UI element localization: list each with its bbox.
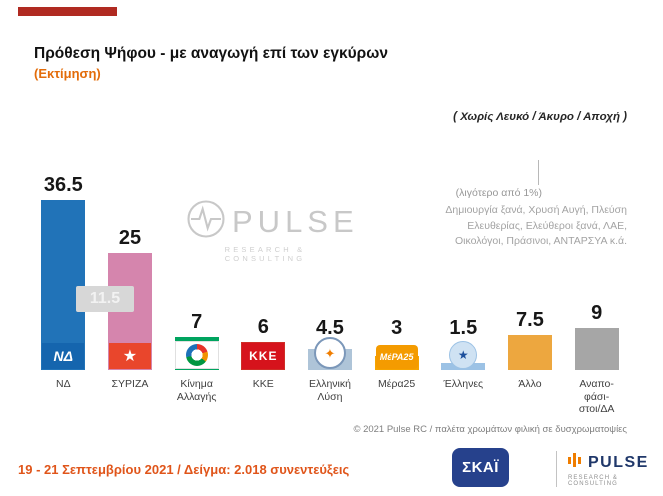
footer-divider [556, 451, 557, 487]
bar-value-label: 4.5 [316, 317, 344, 339]
bar-category-label: ΚΚΕ [252, 378, 274, 390]
lead-difference-badge: 11.5 [76, 286, 134, 312]
small-parties-title: (λιγότερο από 1%) [455, 187, 542, 199]
party-logo-kke: ΚΚΕ [242, 343, 285, 369]
party-logo-mera25: ΜέΡΑ25 [375, 345, 418, 369]
pulse-circle-icon [186, 199, 226, 244]
pulse-logo: PULSE RESEARCH & CONSULTING [568, 451, 658, 487]
bar-column-9: 9 Αναπο- φάσι- στοι/ΔΑ [563, 140, 630, 415]
bar-column-2: 25 ★ ΣΥΡΙΖΑ [97, 140, 164, 414]
party-logo-syriza: ★ [108, 343, 151, 369]
small-parties-list: Δημιουργία ξανά, Χρυσή Αυγή, Πλεύση Ελευθ… [445, 203, 627, 250]
bar-value-label: 7 [191, 311, 203, 333]
page-title: Πρόθεση Ψήφου - με αναγωγή επί των εγκύρ… [34, 45, 388, 62]
subtitle-estimate: (Εκτίμηση) [34, 66, 101, 81]
bar-value-label: 1.5 [449, 317, 478, 339]
small-parties-line: Ελευθερίας, Ελεύθεροι ξανά, ΛΑΕ, [467, 219, 627, 232]
bar-column-5: 4.5 ✦ Ελληνική Λύση [297, 140, 364, 414]
kinal-ring-icon [185, 344, 208, 366]
bar-value-label: 9 [591, 302, 603, 324]
bar-9 [574, 328, 619, 370]
bar-chart: 36.5 ΝΔ ΝΔ 25 ★ ΣΥΡΙΖΑ 7 Κίνημα Αλλαγής 6 ΚΚΕ ΚΚΕ 4… [30, 140, 630, 415]
bar-value-label: 3 [391, 317, 403, 339]
bar-value-label: 7.5 [516, 309, 544, 331]
bar-category-label: Μέρα25 [378, 378, 416, 390]
watermark-tagline: RESEARCH & CONSULTING [224, 245, 306, 263]
bar-category-label: Ελληνική Λύση [308, 378, 351, 403]
exclusion-note: ( Χωρίς Λευκό / Άκυρο / Αποχή ) [453, 111, 627, 123]
small-parties-line: Οικολόγοι, Πράσινοι, ΑΝΤΑΡΣΥΑ κ.ά. [454, 235, 627, 247]
bar-value-label: 36.5 [43, 174, 83, 196]
pulse-logo-text: PULSE [588, 453, 649, 471]
pulse-logo-tagline: RESEARCH & CONSULTING [568, 475, 619, 487]
pulse-watermark: PULSE RESEARCH & CONSULTING [186, 199, 354, 263]
party-logo-kinal [174, 341, 219, 369]
party-logo-nd: ΝΔ [42, 343, 85, 369]
bar-value-label: 6 [257, 316, 269, 338]
bar-column-3: 7 Κίνημα Αλλαγής [163, 140, 230, 414]
bar-column-8: 7.5 Άλλο [497, 140, 564, 414]
skai-logo: ΣΚΑΪ [452, 448, 509, 487]
party-logo-ellines: ★ [449, 341, 478, 369]
small-parties-callout-line [538, 160, 539, 185]
bar-1 [41, 200, 86, 370]
bar-column-7: 1.5 ★ Έλληνες [430, 140, 497, 414]
fieldwork-note: 19 - 21 Σεπτεμβρίου 2021 / Δείγμα: 2.018… [18, 462, 350, 477]
copyright-note: © 2021 Pulse RC / παλέτα χρωμάτων φιλική… [353, 424, 627, 435]
bar-category-label: Άλλο [518, 378, 542, 390]
bar-category-label: Έλληνες [443, 378, 484, 390]
pulse-waveform-icon [568, 451, 584, 474]
bar-column-1: 36.5 ΝΔ ΝΔ [30, 140, 97, 414]
bar-category-label: Κίνημα Αλλαγής [176, 378, 217, 403]
bar-category-label: Αναπο- φάσι- στοι/ΔΑ [578, 378, 615, 415]
bar-value-label: 25 [118, 227, 142, 249]
bar-8 [507, 335, 552, 370]
small-parties-line: Δημιουργία ξανά, Χρυσή Αυγή, Πλεύση [445, 204, 627, 216]
top-accent-bar [18, 7, 117, 16]
watermark-brand: PULSE [232, 203, 359, 239]
bar-category-label: ΝΔ [55, 378, 71, 390]
party-logo-el: ✦ [313, 337, 346, 369]
bar-column-6: 3 ΜέΡΑ25 Μέρα25 [363, 140, 430, 414]
bar-category-label: ΣΥΡΙΖΑ [111, 378, 149, 390]
bar-column-4: 6 ΚΚΕ ΚΚΕ [230, 140, 297, 414]
